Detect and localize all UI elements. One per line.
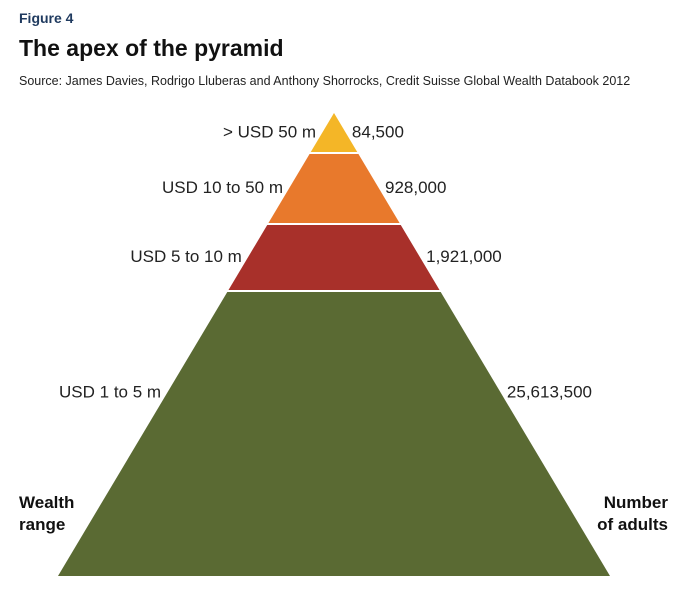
wealth-range-label: USD 5 to 10 m — [130, 247, 242, 266]
adults-count-label: 84,500 — [352, 122, 404, 141]
adults-count-label: 1,921,000 — [426, 247, 502, 266]
adults-count-label: 928,000 — [385, 178, 446, 197]
wealth-range-label: > USD 50 m — [223, 122, 316, 141]
pyramid-tier-1 — [310, 113, 358, 152]
chart-title: The apex of the pyramid — [19, 35, 284, 61]
wealth-range-label: USD 10 to 50 m — [162, 178, 283, 197]
pyramid-tier-4 — [58, 292, 610, 576]
figure-label: Figure 4 — [19, 10, 74, 26]
pyramid-tier-3 — [228, 225, 440, 290]
wealth-range-axis-title-line-1: Wealth — [19, 493, 75, 512]
wealth-range-axis-title-line-2: range — [19, 515, 66, 534]
wealth-range-label: USD 1 to 5 m — [59, 382, 161, 401]
number-of-adults-axis-title: Number of adults — [597, 492, 668, 536]
number-of-adults-axis-title-line-1: Number — [603, 493, 668, 512]
number-of-adults-axis-title-line-2: of adults — [597, 515, 668, 534]
wealth-range-axis-title: Wealth range — [19, 492, 74, 536]
adults-count-label: 25,613,500 — [507, 382, 592, 401]
pyramid-tier-2 — [268, 154, 400, 223]
source-note: Source: James Davies, Rodrigo Lluberas a… — [19, 74, 631, 88]
